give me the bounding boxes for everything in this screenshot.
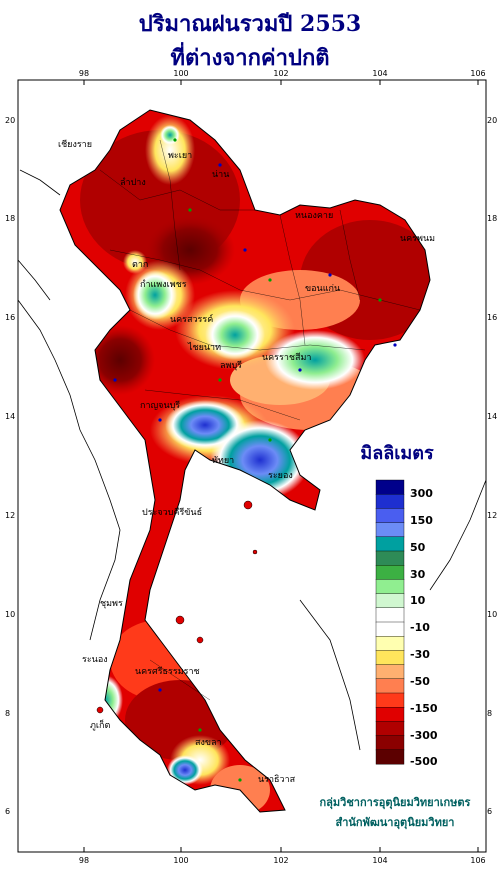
place-label: ประจวบคีรีขันธ์ [142, 506, 202, 518]
province-borders [99, 139, 421, 701]
lat-tick-right: 18 [487, 214, 497, 223]
legend-label: 150 [410, 514, 433, 527]
place-label: นราธิวาส [258, 774, 296, 785]
place-label: ลำปาง [120, 177, 146, 188]
lon-tick-top: 98 [79, 69, 89, 78]
legend-swatch [375, 479, 405, 495]
legend-swatch [375, 721, 405, 737]
lat-tick-left: 8 [5, 709, 10, 718]
legend-swatch [375, 636, 405, 651]
place-label: น่าน [212, 170, 229, 180]
legend-label: -500 [410, 755, 438, 768]
latitude-ticks: 20 18 16 14 12 10 8 6 20 18 16 14 12 10 … [5, 116, 497, 816]
legend-swatch [375, 707, 405, 722]
islands [96, 500, 258, 714]
legend-swatch [375, 579, 405, 595]
legend-swatch [375, 508, 405, 524]
legend-label: 30 [410, 568, 426, 581]
place-label: นครราชสีมา [262, 352, 311, 363]
legend-swatch [375, 621, 405, 637]
lat-tick-left: 16 [5, 313, 15, 322]
lat-tick-left: 14 [5, 412, 15, 421]
lon-tick-bottom: 104 [372, 856, 387, 865]
lat-tick-right: 20 [487, 116, 497, 125]
legend-label: -10 [410, 621, 430, 634]
lon-tick-bottom: 102 [273, 856, 288, 865]
lon-tick-bottom: 98 [79, 856, 89, 865]
place-label: กาญจนบุรี [140, 400, 180, 411]
lon-tick-top: 106 [470, 69, 485, 78]
lon-tick-top: 100 [173, 69, 188, 78]
lon-tick-top: 104 [372, 69, 387, 78]
map-frame [17, 79, 487, 853]
place-label: กำแพงเพชร [140, 279, 187, 290]
place-label: นครศรีธรรมราช [135, 666, 200, 677]
lat-tick-left: 10 [5, 610, 15, 619]
place-label: เชียงราย [58, 139, 92, 150]
station-dots [113, 138, 397, 782]
longitude-ticks: 98 100 102 104 106 98 100 102 104 106 [79, 69, 486, 865]
credit-line-1: กลุ่มวิชาการอุตุนิยมวิทยาเกษตร [319, 796, 471, 809]
map-title: ปริมาณฝนรวมปี 2553 [138, 11, 362, 37]
place-labels: เชียงราย พะเยา น่าน ลำปาง ตาก กำแพงเพชร … [58, 139, 435, 785]
place-label: ตาก [132, 260, 148, 270]
lon-tick-bottom: 106 [470, 856, 485, 865]
neighbour-borders [17, 169, 487, 751]
lat-tick-right: 8 [487, 709, 492, 718]
credit-line-2: สำนักพัฒนาอุตุนิยมวิทยา [335, 816, 455, 829]
lat-tick-left: 18 [5, 214, 15, 223]
lat-tick-right: 6 [487, 807, 492, 816]
lat-tick-left: 20 [5, 116, 15, 125]
legend-title: มิลลิเมตร [360, 443, 434, 464]
legend-swatch [375, 678, 405, 694]
place-label: พะเยา [168, 151, 192, 161]
legend-label: -50 [410, 675, 430, 688]
legend-label: -300 [410, 729, 438, 742]
lat-tick-right: 14 [487, 412, 497, 421]
legend-label: -30 [410, 648, 430, 661]
legend-label: 10 [410, 594, 426, 607]
place-label: ขอนแก่น [305, 284, 340, 294]
place-label: หนองคาย [295, 211, 333, 221]
legend-swatch [375, 607, 405, 623]
place-label: สงขลา [195, 738, 222, 748]
place-label: ไชยนาท [187, 342, 221, 353]
legend-swatch [375, 650, 405, 666]
map-subtitle: ที่ต่างจากค่าปกติ [170, 45, 330, 71]
legend-label: 50 [410, 541, 426, 554]
country-outline [59, 109, 431, 813]
legend-swatch [375, 494, 405, 509]
legend-swatch [375, 550, 405, 566]
lat-tick-right: 10 [487, 610, 497, 619]
legend-swatch [375, 692, 405, 708]
legend-swatch [375, 536, 405, 552]
legend-label: 300 [410, 487, 433, 500]
place-label: ระยอง [268, 471, 293, 481]
legend-swatch [375, 593, 405, 609]
legend-swatch [375, 522, 405, 538]
lon-tick-bottom: 100 [173, 856, 188, 865]
place-label: ภูเก็ต [90, 718, 110, 731]
place-label: ระนอง [82, 655, 108, 665]
place-label: พัทยา [212, 456, 234, 466]
place-label: นครสวรรค์ [170, 313, 213, 325]
legend-swatch [375, 565, 405, 580]
legend-label: -150 [410, 702, 438, 715]
lat-tick-right: 12 [487, 511, 497, 520]
lat-tick-left: 6 [5, 807, 10, 816]
lat-tick-right: 16 [487, 313, 497, 322]
legend-swatch [375, 735, 405, 751]
legend-swatch [375, 749, 405, 765]
legend-swatch [375, 664, 405, 680]
legend-color-bar [375, 479, 405, 765]
place-label: นครพนม [400, 234, 435, 244]
lon-tick-top: 102 [273, 69, 288, 78]
place-label: ลพบุรี [220, 360, 242, 371]
lat-tick-left: 12 [5, 511, 15, 520]
place-label: ชุมพร [100, 599, 123, 609]
